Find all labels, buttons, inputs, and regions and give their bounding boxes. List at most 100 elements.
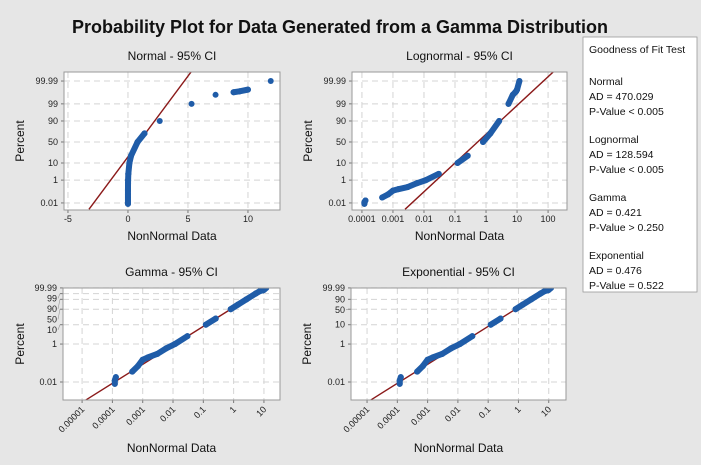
x-tick-label: 0.001 xyxy=(382,214,405,224)
data-point xyxy=(422,177,429,184)
data-point xyxy=(435,170,442,177)
data-point xyxy=(404,184,411,191)
data-point xyxy=(395,186,402,193)
x-tick-label: 0.1 xyxy=(449,214,462,224)
legend-entry-ad: AD = 0.421 xyxy=(589,207,642,219)
x-axis-label: NonNormal Data xyxy=(414,441,504,455)
data-point xyxy=(454,159,461,166)
x-tick-label: 100 xyxy=(541,214,556,224)
legend: Goodness of Fit Test Normal AD = 470.029… xyxy=(582,36,698,293)
plot-border xyxy=(351,71,568,211)
data-point xyxy=(456,341,463,348)
legend-entry-ad: AD = 128.594 xyxy=(589,149,654,161)
data-point xyxy=(516,78,523,85)
y-tick-label: 50 xyxy=(47,314,57,324)
data-point xyxy=(505,100,512,107)
x-axis-label: NonNormal Data xyxy=(127,441,217,455)
data-point xyxy=(184,333,191,340)
data-point xyxy=(448,345,455,352)
data-point xyxy=(263,288,270,291)
legend-entry-ad: AD = 470.029 xyxy=(589,91,654,103)
y-axis-label: Percent xyxy=(13,120,27,162)
data-point xyxy=(429,354,436,361)
plot-area xyxy=(352,72,567,210)
data-point xyxy=(236,88,243,95)
y-tick-label: 0.01 xyxy=(328,198,346,208)
data-point xyxy=(496,117,503,124)
x-tick-label: 0.0001 xyxy=(348,214,376,224)
data-point xyxy=(379,194,386,201)
y-tick-label: 99 xyxy=(47,293,57,303)
legend-title: Goodness of Fit Test xyxy=(589,44,685,56)
data-point xyxy=(188,100,195,107)
data-point xyxy=(419,362,426,369)
data-point xyxy=(244,86,251,93)
data-point xyxy=(414,180,421,187)
y-tick-label: 99 xyxy=(336,99,346,109)
data-point xyxy=(414,368,421,375)
plot-border xyxy=(350,287,567,401)
plot-marks xyxy=(361,72,554,210)
y-tick-label: 99 xyxy=(48,99,58,109)
y-tick-label: 99.99 xyxy=(323,76,346,86)
data-point xyxy=(469,333,476,340)
legend-box xyxy=(582,36,698,293)
panel-normal: Normal - 95% CI 99.99 99 90 50 10 1 0.01 -5 0 5 10 N… xyxy=(13,49,281,243)
data-point xyxy=(156,117,163,124)
y-axis-label: Percent xyxy=(300,323,314,365)
y-tick-label: 99.99 xyxy=(322,283,345,293)
data-point xyxy=(519,301,526,308)
data-point xyxy=(464,152,471,159)
x-tick-label: 0.01 xyxy=(415,214,433,224)
panel-title: Lognormal - 95% CI xyxy=(406,49,513,63)
plot-area xyxy=(64,72,280,210)
data-point xyxy=(385,191,392,198)
data-point xyxy=(145,354,152,361)
data-point xyxy=(202,321,209,328)
data-point xyxy=(362,197,369,204)
data-point xyxy=(154,350,161,357)
data-point xyxy=(125,170,132,177)
x-tick-label: 1 xyxy=(227,404,238,415)
legend-entry-name: Normal xyxy=(589,76,623,88)
x-tick-label: 5 xyxy=(185,214,190,224)
data-point xyxy=(487,321,494,328)
data-point xyxy=(512,306,519,313)
y-tick-leader xyxy=(57,293,61,299)
legend-entry-p: P-Value < 0.005 xyxy=(589,106,664,118)
y-tick-leader xyxy=(57,309,61,320)
y-tick-label: 99.99 xyxy=(35,76,58,86)
y-tick-label: 1 xyxy=(52,339,57,349)
data-point xyxy=(212,91,219,98)
y-tick-label: 90 xyxy=(48,116,58,126)
x-axis-label: NonNormal Data xyxy=(127,229,217,243)
y-tick-label: 10 xyxy=(335,320,345,330)
panel-title: Exponential - 95% CI xyxy=(402,265,515,279)
panel-lognormal: Lognormal - 95% CI99.999990501010.010.00… xyxy=(301,49,568,243)
data-point xyxy=(125,177,132,184)
plot-border xyxy=(63,71,281,211)
y-tick-label: 90 xyxy=(335,294,345,304)
data-point xyxy=(129,368,136,375)
x-tick-label: 10 xyxy=(243,214,253,224)
plot-marks xyxy=(88,72,274,210)
y-tick-label: 1 xyxy=(341,175,346,185)
data-point xyxy=(139,356,146,363)
x-tick-label: 0 xyxy=(125,214,130,224)
legend-entry-name: Exponential xyxy=(589,250,644,262)
x-tick-label: 1 xyxy=(512,404,523,415)
panel-title: Normal - 95% CI xyxy=(128,49,217,63)
chart-title: Probability Plot for Data Generated from… xyxy=(72,17,608,37)
y-tick-label: 10 xyxy=(48,158,58,168)
y-tick-label: 50 xyxy=(48,137,58,147)
data-point xyxy=(212,315,219,322)
fit-line xyxy=(404,72,554,210)
data-point xyxy=(135,362,142,369)
y-tick-label: 90 xyxy=(336,116,346,126)
plot-marks xyxy=(85,288,270,400)
plot-border xyxy=(62,287,281,401)
data-point xyxy=(134,138,141,145)
